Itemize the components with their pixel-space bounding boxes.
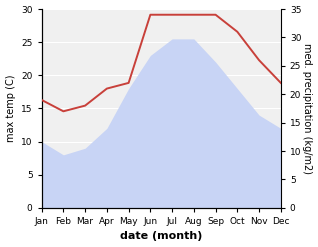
Y-axis label: med. precipitation (kg/m2): med. precipitation (kg/m2) — [302, 43, 313, 174]
Y-axis label: max temp (C): max temp (C) — [5, 75, 16, 142]
X-axis label: date (month): date (month) — [120, 231, 203, 242]
